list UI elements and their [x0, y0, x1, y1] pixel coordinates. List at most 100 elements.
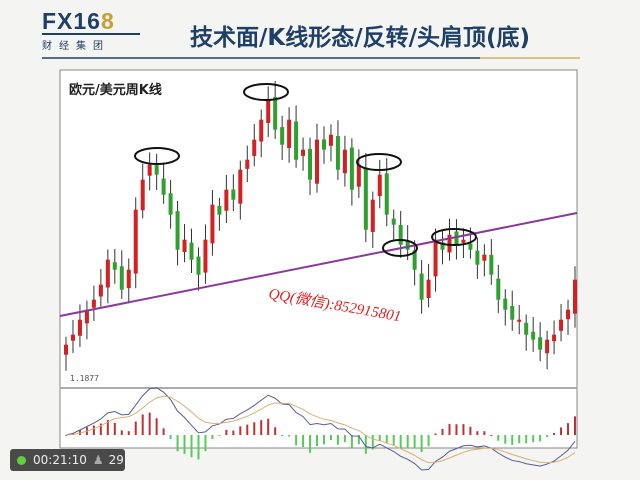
candle — [398, 210, 403, 258]
macd-bar — [427, 435, 430, 447]
macd-bar — [469, 426, 472, 435]
viewer-count: 29 — [108, 453, 124, 467]
fx168-logo: FX168 财经集团 — [42, 10, 142, 52]
macd-bar — [267, 418, 270, 435]
candle — [573, 266, 577, 328]
macd-bar — [204, 435, 207, 452]
retest-circle — [431, 228, 477, 246]
candle — [496, 264, 501, 314]
macd-bar — [253, 422, 256, 435]
macd-bar — [78, 429, 81, 435]
macd-bar — [155, 418, 158, 435]
left-shoulder-circle — [134, 147, 180, 165]
macd-bar — [525, 435, 528, 444]
macd-bar — [281, 435, 284, 437]
macd-bar — [490, 434, 493, 436]
candle — [503, 289, 508, 326]
macd-bar — [434, 433, 437, 435]
macd-bar — [246, 424, 249, 435]
candle — [370, 191, 375, 248]
candle — [538, 322, 543, 362]
candle — [315, 123, 320, 193]
candle — [217, 197, 222, 231]
macd-bar — [385, 435, 388, 444]
candle — [119, 250, 124, 299]
candle — [91, 285, 96, 321]
candle — [140, 163, 145, 219]
candle — [245, 145, 250, 183]
macd-bar — [127, 431, 130, 435]
macd-bar — [448, 423, 451, 435]
macd-bar — [406, 435, 409, 448]
candle — [231, 174, 236, 212]
macd-bar — [413, 435, 416, 449]
candle — [147, 152, 152, 191]
candle — [559, 304, 564, 342]
candle — [349, 138, 354, 206]
macd-bar — [302, 435, 305, 447]
candle — [168, 180, 173, 229]
candle — [335, 120, 340, 180]
candle — [175, 200, 180, 266]
low-price-label: 1.1877 — [70, 374, 99, 383]
right-shoulder-top-circle — [356, 153, 402, 171]
candle — [161, 162, 166, 204]
stream-status-badge: 00:21:10 ♟ 29 — [10, 449, 125, 471]
title-divider-accent — [480, 57, 580, 59]
macd-bar — [148, 412, 151, 435]
candle — [489, 239, 494, 285]
macd-bar — [99, 423, 102, 435]
candle — [377, 159, 382, 209]
macd-bar — [65, 435, 67, 436]
candle — [98, 269, 103, 307]
candle — [266, 86, 271, 137]
candle — [328, 124, 333, 162]
macd-bar — [295, 435, 298, 446]
neckline-break-circle — [382, 239, 418, 257]
candle — [189, 228, 194, 273]
macd-bar — [518, 435, 521, 444]
candle — [112, 248, 117, 284]
candle — [433, 228, 438, 292]
candle — [154, 153, 159, 190]
macd-bar — [462, 424, 465, 435]
macd-bar — [497, 435, 500, 441]
macd-bar — [371, 435, 374, 450]
macd-bar — [141, 414, 144, 435]
candle — [105, 249, 110, 304]
macd-bar — [176, 435, 179, 452]
candle — [196, 247, 201, 291]
candle — [356, 149, 361, 198]
macd-bar — [232, 430, 235, 435]
macd-bar — [225, 429, 228, 435]
slide-title: 技术面/K线形态/反转/头肩顶(底) — [190, 25, 531, 51]
macd-bar — [274, 427, 277, 435]
candle — [482, 244, 487, 277]
logo-sub: 财经集团 — [42, 41, 110, 52]
macd-bar — [455, 424, 458, 435]
macd-bar — [190, 435, 193, 458]
candle — [517, 305, 522, 335]
macd-bar — [546, 435, 549, 438]
macd-bar — [441, 428, 444, 435]
macd-bar — [211, 435, 214, 440]
macd-bar — [218, 435, 221, 436]
macd-bar — [560, 427, 563, 435]
candle — [461, 228, 466, 259]
macd-bar — [539, 435, 542, 442]
candle — [321, 126, 326, 164]
macd-dea-line — [65, 395, 576, 464]
macd-bar — [343, 435, 346, 443]
macd-bar — [92, 425, 95, 435]
candle — [440, 229, 445, 265]
candle — [301, 137, 306, 171]
macd-bar — [483, 431, 486, 435]
macd-bar — [399, 435, 402, 448]
live-dot-icon — [17, 455, 26, 465]
title-divider — [42, 57, 480, 59]
candle — [475, 237, 480, 279]
candle — [252, 124, 257, 167]
macd-bar — [378, 435, 381, 441]
macd-bar — [357, 435, 360, 445]
